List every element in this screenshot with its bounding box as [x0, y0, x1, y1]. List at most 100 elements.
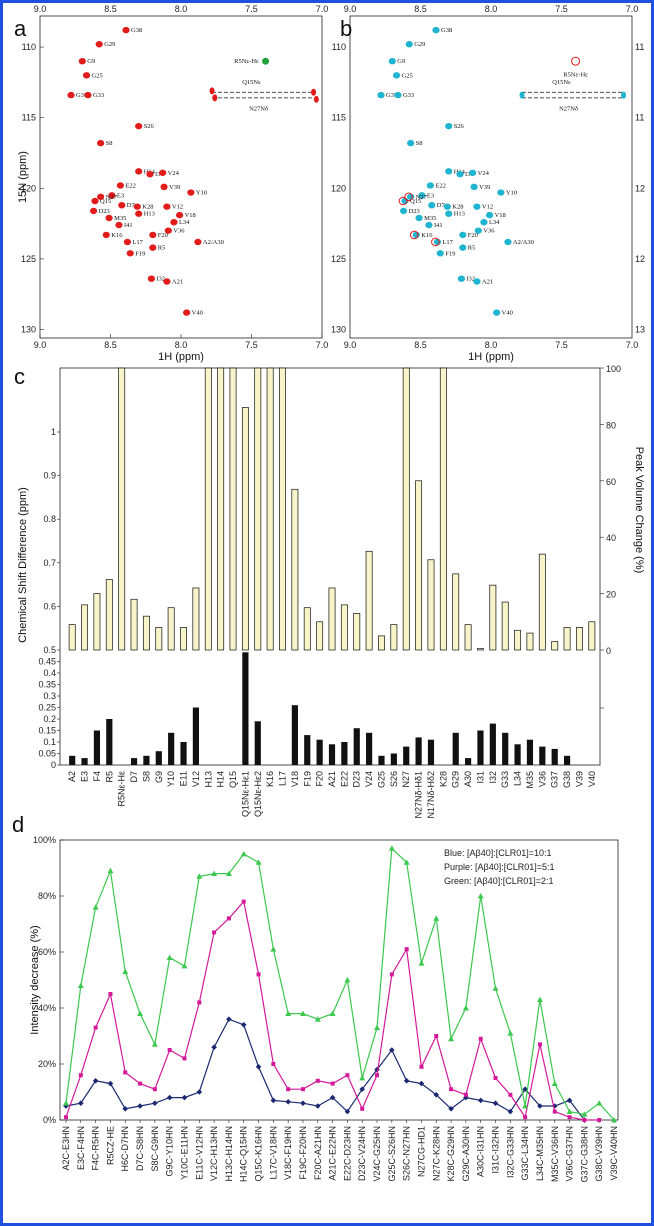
- peak-b-label: G38: [441, 27, 452, 34]
- peak-b-label: Y10: [506, 190, 517, 197]
- peak-d7: [118, 202, 126, 209]
- panel-d-category: S8C-G9HN: [150, 1126, 160, 1172]
- peak-s8: [97, 139, 105, 147]
- lost-peak-circle: [431, 237, 440, 247]
- shift-bar: [106, 719, 113, 765]
- panel-c-category: D23: [352, 771, 362, 788]
- series-marker-green: [477, 893, 484, 899]
- peak-label-f19: F19: [135, 250, 145, 257]
- series-marker-green: [63, 1100, 69, 1106]
- peak-b-v18: [485, 211, 494, 219]
- peak-b-label: V18: [495, 212, 506, 219]
- peak-b-label: G33: [403, 92, 414, 99]
- panel-c-left-tick: 0.05: [38, 749, 56, 759]
- peak-label-g9: G9: [87, 58, 95, 65]
- peak-m35: [105, 214, 113, 222]
- series-marker-green: [359, 1075, 366, 1081]
- series-marker-green: [448, 1035, 455, 1042]
- series-marker-purple: [212, 930, 217, 935]
- peak-b-label: A2/A30: [513, 239, 534, 246]
- shift-bar: [143, 755, 150, 765]
- series-marker-green: [211, 870, 218, 876]
- peak-b-s8: [407, 139, 415, 147]
- panel-c-category: H14: [216, 771, 226, 788]
- panel-d-ytick: 100%: [33, 835, 56, 845]
- panel-c-category: G33: [500, 771, 510, 788]
- volume-bar: [105, 579, 113, 651]
- panel-b-ytick-right: 11: [635, 113, 644, 123]
- volume-bar: [439, 367, 447, 651]
- shift-bar: [390, 753, 397, 765]
- panel-a-xtick-bottom: 7.5: [245, 340, 258, 350]
- panel-d-ytick: 60%: [38, 947, 56, 957]
- shift-bar: [551, 748, 558, 765]
- peak-label-v36: V36: [173, 228, 185, 235]
- volume-bar: [192, 587, 200, 651]
- peak-label-g33: G33: [93, 92, 104, 99]
- panel-d-category: R5CZ-HE: [105, 1126, 115, 1165]
- shift-bar: [81, 758, 88, 765]
- volume-bar: [353, 612, 361, 651]
- shift-bar: [526, 739, 534, 765]
- peak-b-label: G9: [397, 58, 405, 65]
- peak-b-i31: [456, 170, 464, 178]
- panel-b-frame: [349, 15, 633, 339]
- panel-b-xtick-top: 8.5: [414, 4, 427, 14]
- panel-c-left-tick: 0.15: [38, 726, 56, 736]
- volume-bar: [526, 632, 534, 651]
- panel-d-category: F19C-F20HN: [298, 1126, 308, 1180]
- volume-bar: [167, 607, 175, 651]
- panel-c-category: I32: [488, 771, 498, 784]
- volume-bar: [464, 624, 472, 651]
- series-marker-green: [551, 1080, 558, 1086]
- shift-bar: [502, 732, 509, 765]
- panel-c-category: V18: [290, 771, 300, 787]
- series-marker-purple: [597, 1118, 602, 1122]
- series-marker-green: [581, 1111, 588, 1117]
- peak-label-v12: V12: [172, 204, 183, 211]
- volume-bar: [378, 635, 385, 651]
- panel-c-category: Y10: [166, 771, 176, 787]
- panel-c-left-tick: 0.6: [43, 601, 56, 611]
- panel-b-ytick-right: 13: [635, 325, 645, 335]
- peak-v18: [175, 211, 184, 219]
- panel-c-ylabel-right: Peak Volume Change (%): [633, 447, 645, 574]
- peak-g9: [78, 57, 86, 65]
- series-marker-blue: [522, 1086, 528, 1092]
- panel-c-right-tick: 60: [606, 477, 616, 487]
- series-marker-blue: [152, 1100, 158, 1106]
- series-marker-purple: [123, 1070, 128, 1075]
- peak-b-label: I32: [466, 276, 475, 283]
- series-marker-blue: [285, 1099, 291, 1105]
- volume-bar: [538, 553, 546, 651]
- volume-bar: [427, 559, 435, 651]
- peak-b-label: N27: [416, 194, 428, 201]
- shift-bar: [341, 742, 348, 765]
- shift-bar: [328, 744, 336, 765]
- series-marker-purple: [449, 1087, 454, 1092]
- series-marker-purple: [360, 1106, 365, 1111]
- panel-c-category: Q15Nε-Hε2: [253, 771, 263, 817]
- panel-d-ytick: 20%: [38, 1059, 56, 1069]
- shift-bar: [353, 728, 360, 765]
- panel-c-left-tick: 0: [51, 760, 56, 770]
- series-marker-blue: [122, 1106, 129, 1112]
- series-marker-blue: [78, 1100, 84, 1106]
- peak-f19: [126, 250, 134, 257]
- panel-d-category: A21C-E22HN: [328, 1126, 338, 1181]
- series-marker-green: [285, 1010, 292, 1016]
- peak-b-label: M35: [424, 215, 436, 222]
- shift-bar: [489, 723, 496, 765]
- panel-c-right-tick: 40: [606, 533, 616, 543]
- panel-c-left-tick: 0.2: [43, 714, 56, 724]
- panel-d-category: Q15C-K16HN: [254, 1126, 264, 1182]
- peak-b-label: V40: [502, 310, 513, 317]
- panel-d-category: I32C-G33HN: [505, 1126, 515, 1178]
- panel-a-xtick-bottom: 9.0: [34, 340, 47, 350]
- series-marker-purple: [152, 1087, 157, 1092]
- panel-d-category: G29C-A30HN: [461, 1126, 471, 1182]
- panel-a-xlabel: 1H (ppm): [158, 351, 204, 363]
- series-marker-blue: [477, 1097, 484, 1104]
- peak-b-label: L34: [489, 219, 500, 226]
- panel-c-category: Q15Nε-Hε1: [240, 771, 250, 817]
